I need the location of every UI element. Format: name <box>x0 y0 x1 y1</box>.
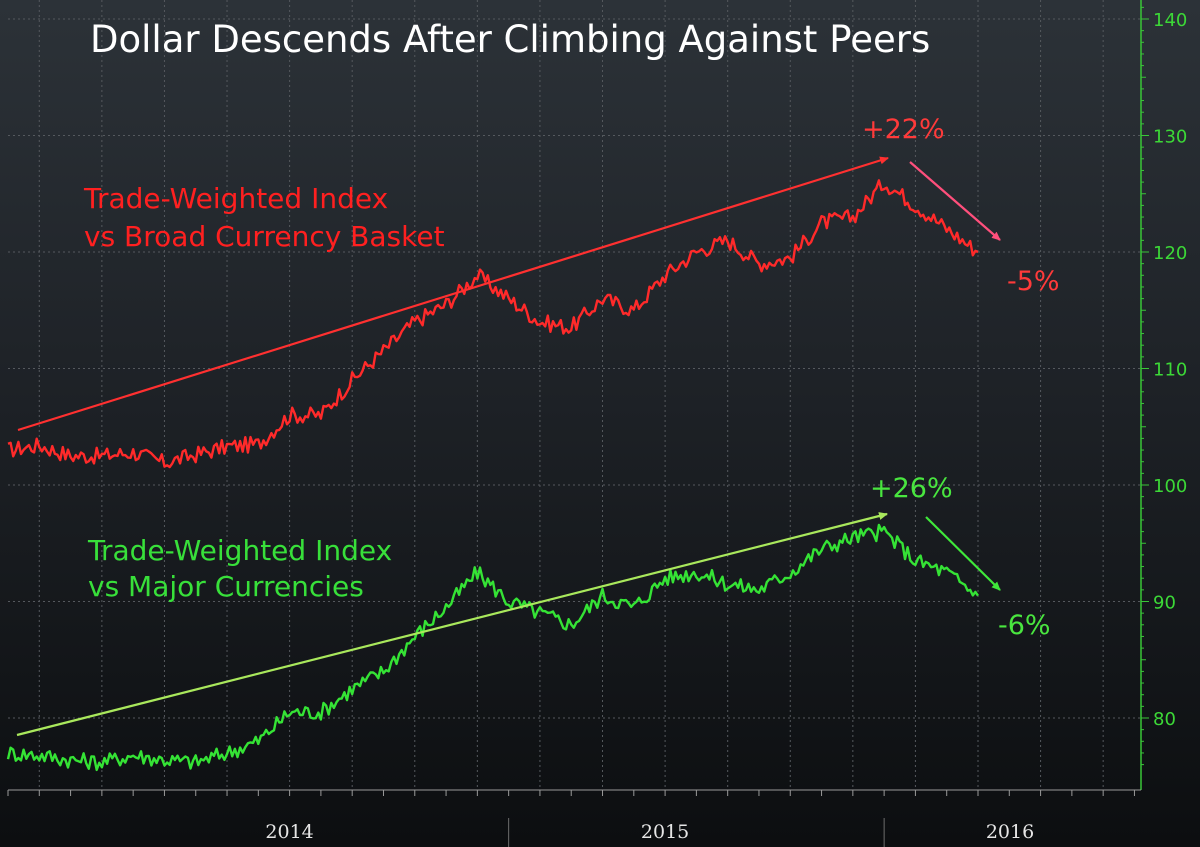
arrow-broad-fall <box>909 161 1001 241</box>
annotation-major-rise: +26% <box>870 473 953 504</box>
annotation-broad-rise: +22% <box>862 114 945 145</box>
arrow-major-fall <box>925 516 1001 591</box>
gridlines <box>8 0 1140 790</box>
y-tick-label-110: 110 <box>1153 360 1187 381</box>
legend-major-line-2: vs Major Currencies <box>88 570 364 603</box>
x-tick-label-2016: 2016 <box>986 821 1034 843</box>
chart-title: Dollar Descends After Climbing Against P… <box>90 18 930 61</box>
arrow-broad-rise <box>17 156 889 432</box>
y-tick-label-90: 90 <box>1153 593 1176 614</box>
legend-broad-line-1: Trade-Weighted Index <box>83 182 388 215</box>
series-lines <box>6 179 979 772</box>
trend-arrows <box>16 156 1001 737</box>
x-tick-label-2014: 2014 <box>265 821 313 843</box>
y-tick-label-140: 140 <box>1153 10 1187 31</box>
axes: 80 90 100 110 120 130 140 2014 2015 2016 <box>7 0 1187 847</box>
y-tick-label-80: 80 <box>1153 709 1176 730</box>
y-tick-label-120: 120 <box>1153 243 1187 264</box>
y-tick-label-130: 130 <box>1153 127 1187 148</box>
legend-broad-line-2: vs Broad Currency Basket <box>84 220 445 253</box>
annotation-major-fall: -6% <box>998 610 1051 641</box>
x-tick-label-2015: 2015 <box>641 821 689 843</box>
y-tick-label-100: 100 <box>1153 476 1187 497</box>
series-line-major <box>6 523 979 772</box>
arrow-major-rise <box>16 512 888 737</box>
series-line-broad <box>7 179 979 469</box>
annotation-broad-fall: -5% <box>1007 266 1060 297</box>
legend-major-line-1: Trade-Weighted Index <box>87 534 392 567</box>
